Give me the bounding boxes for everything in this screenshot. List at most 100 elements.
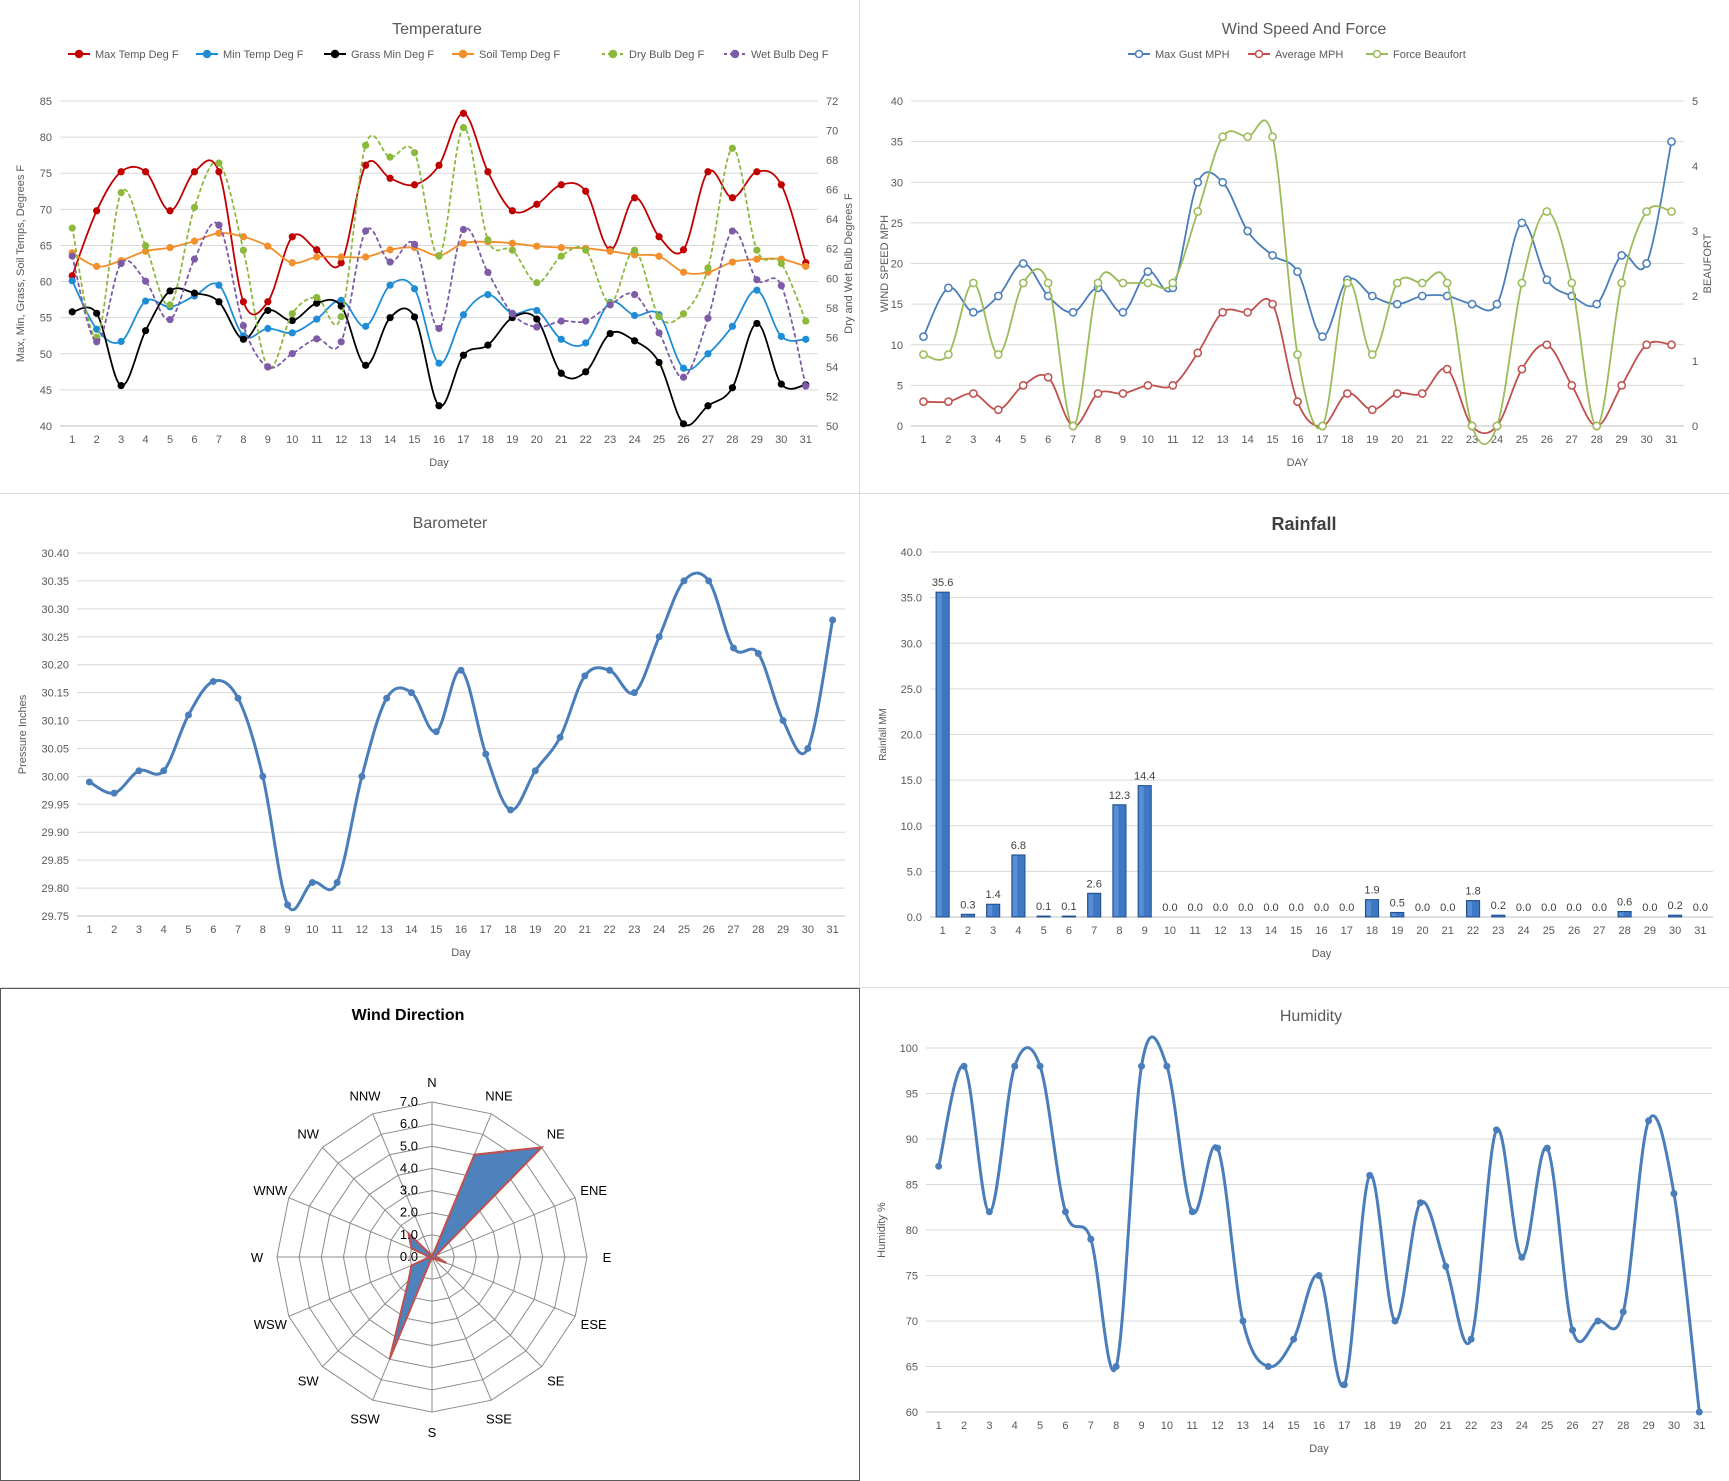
y-tick-label: 70	[40, 204, 52, 216]
y-tick-label: 65	[906, 1362, 918, 1374]
data-point	[313, 299, 321, 307]
data-point	[1011, 1062, 1019, 1070]
data-point	[308, 878, 316, 886]
data-point	[1068, 421, 1078, 431]
x-tick-label: 14	[1265, 925, 1277, 937]
direction-label-s: S	[428, 1425, 437, 1440]
data-point	[728, 144, 737, 152]
data-point	[960, 1062, 968, 1070]
data-point	[777, 282, 785, 290]
x-tick-label: 24	[653, 924, 665, 936]
x-tick-label: 21	[1416, 434, 1428, 446]
y-axis-title: Humidity %	[876, 1202, 888, 1258]
data-point	[631, 311, 639, 320]
data-point	[533, 323, 541, 331]
x-tick-label: 13	[360, 434, 372, 446]
data-point	[383, 694, 391, 702]
data-point	[110, 789, 118, 797]
data-point	[557, 244, 565, 252]
data-point	[728, 227, 737, 235]
data-point	[117, 259, 125, 268]
x-tick-label: 6	[191, 434, 197, 446]
data-point	[1093, 389, 1103, 398]
data-point	[1667, 207, 1676, 216]
series-line-barometer	[87, 571, 835, 912]
x-tick-label: 25	[1516, 434, 1528, 446]
y-tick-label: 50	[40, 349, 52, 361]
y-tick-label: 40	[40, 421, 52, 433]
y-tick-label: 30.30	[41, 604, 69, 616]
x-tick-label: 5	[1041, 925, 1047, 937]
y-tick-label: 30.40	[41, 548, 69, 560]
data-point	[288, 350, 296, 358]
data-point	[508, 310, 516, 318]
x-tick-label: 3	[136, 924, 142, 936]
data-point	[1293, 350, 1302, 359]
x-tick-label: 6	[1045, 434, 1051, 446]
x-tick-label: 1	[69, 434, 75, 446]
data-point	[141, 297, 150, 305]
data-label: 0.0	[1188, 902, 1203, 914]
x-tick-label: 21	[1440, 1420, 1452, 1432]
barometer-chart: Barometer 29.75 29.80 29.85 29.90 29.95 30.00 3…	[17, 515, 845, 959]
data-point	[1214, 1144, 1222, 1152]
x-tick-label: 27	[1566, 434, 1578, 446]
data-point	[802, 317, 810, 325]
x-axis-title: Day	[1309, 1443, 1329, 1455]
bar	[1668, 914, 1683, 918]
data-point	[507, 806, 515, 814]
data-point	[1143, 278, 1153, 288]
x-tick-label: 22	[1467, 925, 1479, 937]
temperature-chart: Temperature40455055606570758085505254565…	[15, 21, 855, 469]
x-tick-label: 13	[1237, 1420, 1249, 1432]
y2-tick-label: 52	[826, 391, 838, 403]
y-tick-label: 20	[891, 259, 903, 271]
data-point	[533, 200, 541, 208]
x-tick-label: 23	[628, 924, 640, 936]
x-tick-label: 26	[1566, 1420, 1578, 1432]
x-tick-label: 18	[1366, 925, 1378, 937]
data-point	[533, 315, 541, 323]
x-tick-label: 18	[482, 434, 494, 446]
x-tick-label: 14	[1262, 1420, 1274, 1432]
radar-tick-label: 5.0	[400, 1138, 418, 1153]
y-tick-label: 30.35	[41, 576, 69, 588]
y-tick-label: 75	[40, 168, 52, 180]
data-point	[655, 633, 663, 641]
data-point	[1318, 332, 1327, 341]
legend-item-min-temp-deg-f: Min Temp Deg F	[196, 49, 304, 61]
data-point	[1093, 278, 1103, 288]
data-point	[85, 778, 93, 786]
data-point	[1517, 364, 1527, 374]
bar	[1491, 914, 1506, 918]
data-point	[362, 361, 370, 369]
bar-highlight	[1139, 786, 1144, 916]
data-point	[704, 402, 712, 410]
data-point	[1243, 226, 1252, 236]
data-point	[777, 259, 785, 268]
data-point	[288, 233, 296, 241]
data-point	[531, 767, 539, 775]
data-point	[484, 168, 492, 176]
direction-label-e: E	[603, 1250, 612, 1265]
series-line-force-beaufort	[922, 119, 1673, 446]
data-point	[313, 315, 321, 323]
y-tick-label: 29.75	[41, 911, 69, 923]
y-axis-title: WIND SPEED MPH	[879, 215, 891, 312]
data-label: 0.1	[1061, 901, 1076, 913]
y2-tick-label: 5	[1692, 96, 1698, 108]
x-tick-label: 4	[143, 434, 149, 446]
x-tick-label: 15	[1266, 434, 1278, 446]
y-tick-label: 30.10	[41, 716, 69, 728]
x-tick-label: 25	[1543, 925, 1555, 937]
data-point	[1112, 1363, 1120, 1370]
data-point	[630, 689, 638, 697]
legend-label: Max Gust MPH	[1155, 49, 1230, 61]
data-point	[1642, 259, 1651, 268]
x-tick-label: 22	[604, 924, 616, 936]
legend-item-soil-temp-deg-f: Soil Temp Deg F	[452, 49, 560, 61]
data-point	[93, 338, 101, 346]
data-point	[215, 229, 223, 237]
x-tick-label: 29	[777, 924, 789, 936]
x-tick-label: 16	[455, 924, 467, 936]
